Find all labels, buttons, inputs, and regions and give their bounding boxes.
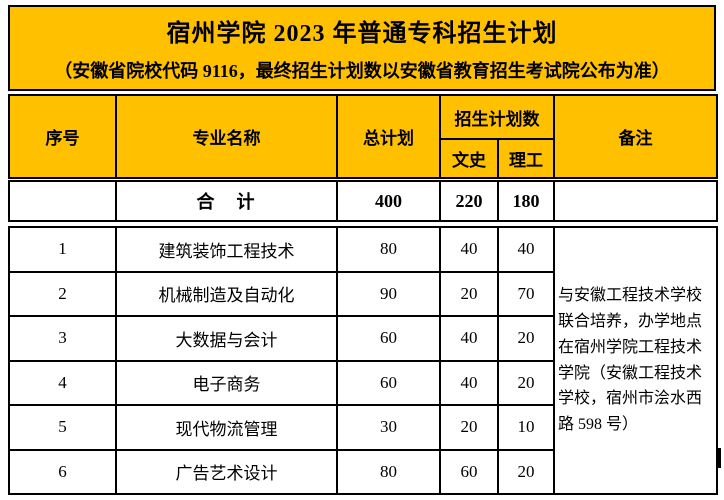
row-seq: 2 <box>8 270 117 317</box>
header-cell-science: 理工 <box>497 138 555 179</box>
row-major: 机械制造及自动化 <box>115 270 338 317</box>
row-total: 60 <box>336 359 441 406</box>
row-total: 60 <box>336 315 441 362</box>
total-seq-cell <box>8 180 117 222</box>
header-cell-remark: 备注 <box>553 94 718 179</box>
row-liberal-arts: 20 <box>439 404 499 451</box>
total-liberal-arts-value: 220 <box>439 180 499 222</box>
row-liberal-arts: 40 <box>439 359 499 406</box>
row-total: 80 <box>336 226 441 273</box>
row-liberal-arts: 40 <box>439 226 499 273</box>
header-cell-total: 总计划 <box>336 94 441 179</box>
total-science-value: 180 <box>497 180 555 222</box>
row-major: 现代物流管理 <box>115 404 338 451</box>
majors-table: 1 建筑装饰工程技术 80 40 40 与安徽工程技术学校联合培养，办学地点在宿… <box>8 226 718 495</box>
row-total: 80 <box>336 448 441 495</box>
row-seq: 3 <box>8 315 117 362</box>
page-title: 宿州学院 2023 年普通专科招生计划 <box>166 21 558 47</box>
total-plan-value: 400 <box>336 180 441 222</box>
merged-remark-cell: 与安徽工程技术学校联合培养，办学地点在宿州学院工程技术学院（安徽工程技术学校，宿… <box>553 226 718 495</box>
row-seq: 6 <box>8 448 117 495</box>
table-row: 4 电子商务 60 40 20 <box>8 359 717 406</box>
row-science: 40 <box>497 226 555 273</box>
row-total: 90 <box>336 270 441 317</box>
header-cell-seq: 序号 <box>8 94 117 179</box>
header-cell-major: 专业名称 <box>115 94 338 179</box>
row-science: 10 <box>497 404 555 451</box>
header-cell-plan-group: 招生计划数 <box>439 94 555 140</box>
title-box: 宿州学院 2023 年普通专科招生计划 （安徽省院校代码 9116，最终招生计划… <box>8 5 716 91</box>
row-liberal-arts: 40 <box>439 315 499 362</box>
total-remark-cell <box>553 180 718 222</box>
row-major: 电子商务 <box>115 359 338 406</box>
table-row: 6 广告艺术设计 80 60 20 <box>8 448 717 495</box>
table-header: 序号 专业名称 总计划 招生计划数 备注 文史 理工 <box>8 94 718 179</box>
row-science: 70 <box>497 270 555 317</box>
row-seq: 1 <box>8 226 117 273</box>
page-subtitle: （安徽省院校代码 9116，最终招生计划数以安徽省教育招生考试院公布为准） <box>54 61 670 81</box>
total-label: 合 计 <box>115 180 338 222</box>
row-major: 大数据与会计 <box>115 315 338 362</box>
row-major: 广告艺术设计 <box>115 448 338 495</box>
row-science: 20 <box>497 448 555 495</box>
total-row: 合 计 400 220 180 <box>8 180 718 222</box>
row-seq: 5 <box>8 404 117 451</box>
row-science: 20 <box>497 359 555 406</box>
table-row: 3 大数据与会计 60 40 20 <box>8 315 717 362</box>
header-cell-liberal-arts: 文史 <box>439 138 499 179</box>
row-liberal-arts: 60 <box>439 448 499 495</box>
row-total: 30 <box>336 404 441 451</box>
row-major: 建筑装饰工程技术 <box>115 226 338 273</box>
row-liberal-arts: 20 <box>439 270 499 317</box>
row-seq: 4 <box>8 359 117 406</box>
row-science: 20 <box>497 315 555 362</box>
table-row: 2 机械制造及自动化 90 20 70 <box>8 270 717 317</box>
screen-artifact-mark <box>716 448 721 468</box>
table-row: 5 现代物流管理 30 20 10 <box>8 404 717 451</box>
table-row: 1 建筑装饰工程技术 80 40 40 与安徽工程技术学校联合培养，办学地点在宿… <box>8 226 718 495</box>
